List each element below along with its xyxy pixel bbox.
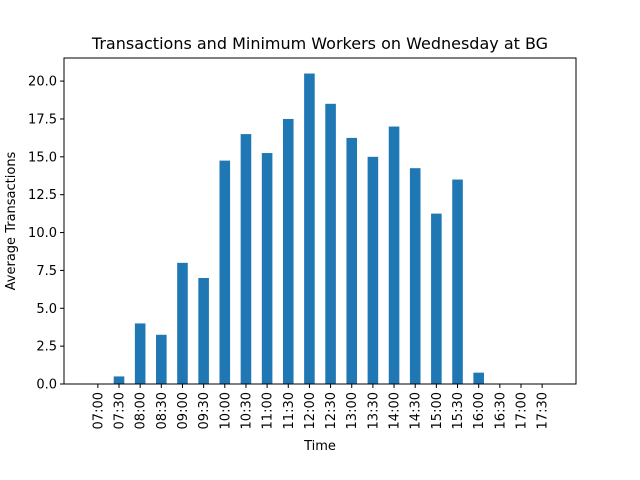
y-tick-label: 12.5 [28, 188, 57, 203]
y-axis: 0.0 2.5 5.0 7.5 10.0 12.5 15.0 17.5 20.0 [28, 75, 64, 393]
x-tick-label: 15:30 [451, 392, 466, 429]
bar-1030 [240, 134, 252, 384]
y-axis-label: Average Transactions [4, 151, 19, 290]
y-tick-label: 2.5 [36, 340, 57, 355]
x-tick-label: 13:30 [366, 392, 381, 429]
x-axis: 07:00 07:30 08:00 08:30 09:00 09:30 10:00 10:30… [91, 384, 551, 429]
bar-0930 [198, 277, 209, 384]
bar-0730 [113, 376, 125, 384]
x-tick-label: 17:00 [514, 392, 529, 429]
x-tick-label: 13:00 [345, 392, 360, 429]
x-tick-label: 10:30 [239, 392, 254, 429]
bar-1430 [409, 168, 421, 384]
plot-frame [63, 57, 577, 385]
bar-1600 [473, 372, 484, 384]
bar-1530 [452, 179, 463, 384]
bar-1200 [304, 73, 315, 385]
bars-group [113, 73, 484, 385]
x-tick-label: 14:00 [388, 392, 403, 429]
bar-0900 [177, 262, 188, 384]
y-tick-label: 10.0 [28, 226, 57, 241]
bar-1500 [431, 213, 442, 384]
x-tick-label: 15:00 [430, 392, 445, 429]
bar-1130 [282, 118, 294, 384]
bar-1400 [388, 126, 400, 385]
bar-1100 [261, 153, 273, 384]
x-tick-label: 11:30 [282, 392, 297, 429]
x-tick-label: 08:30 [155, 392, 170, 429]
x-tick-label: 10:00 [218, 392, 233, 429]
x-tick-label: 12:00 [303, 392, 318, 429]
bar-0830 [156, 334, 167, 384]
x-tick-label: 12:30 [324, 392, 339, 429]
bar-1000 [219, 160, 231, 384]
bar-1330 [367, 156, 379, 384]
x-tick-label: 09:00 [176, 392, 191, 429]
chart-title: Transactions and Minimum Workers on Wedn… [91, 34, 548, 53]
x-tick-label: 07:00 [91, 392, 106, 429]
y-tick-label: 0.0 [36, 378, 57, 393]
bar-0800 [134, 323, 146, 384]
x-tick-label: 17:30 [536, 392, 551, 429]
y-tick-label: 20.0 [28, 75, 57, 90]
x-tick-label: 14:30 [409, 392, 424, 429]
x-tick-label: 08:00 [134, 392, 149, 429]
x-axis-label: Time [303, 439, 336, 454]
bar-1230 [325, 103, 336, 384]
x-tick-label: 09:30 [197, 392, 212, 429]
y-tick-label: 7.5 [36, 264, 57, 279]
y-tick-label: 15.0 [28, 150, 57, 165]
x-tick-label: 16:30 [493, 392, 508, 429]
x-tick-label: 16:00 [472, 392, 487, 429]
y-tick-label: 17.5 [28, 112, 57, 127]
x-tick-label: 11:00 [261, 392, 276, 429]
bar-1300 [346, 137, 358, 384]
x-tick-label: 07:30 [113, 392, 128, 429]
y-tick-label: 5.0 [36, 302, 57, 317]
